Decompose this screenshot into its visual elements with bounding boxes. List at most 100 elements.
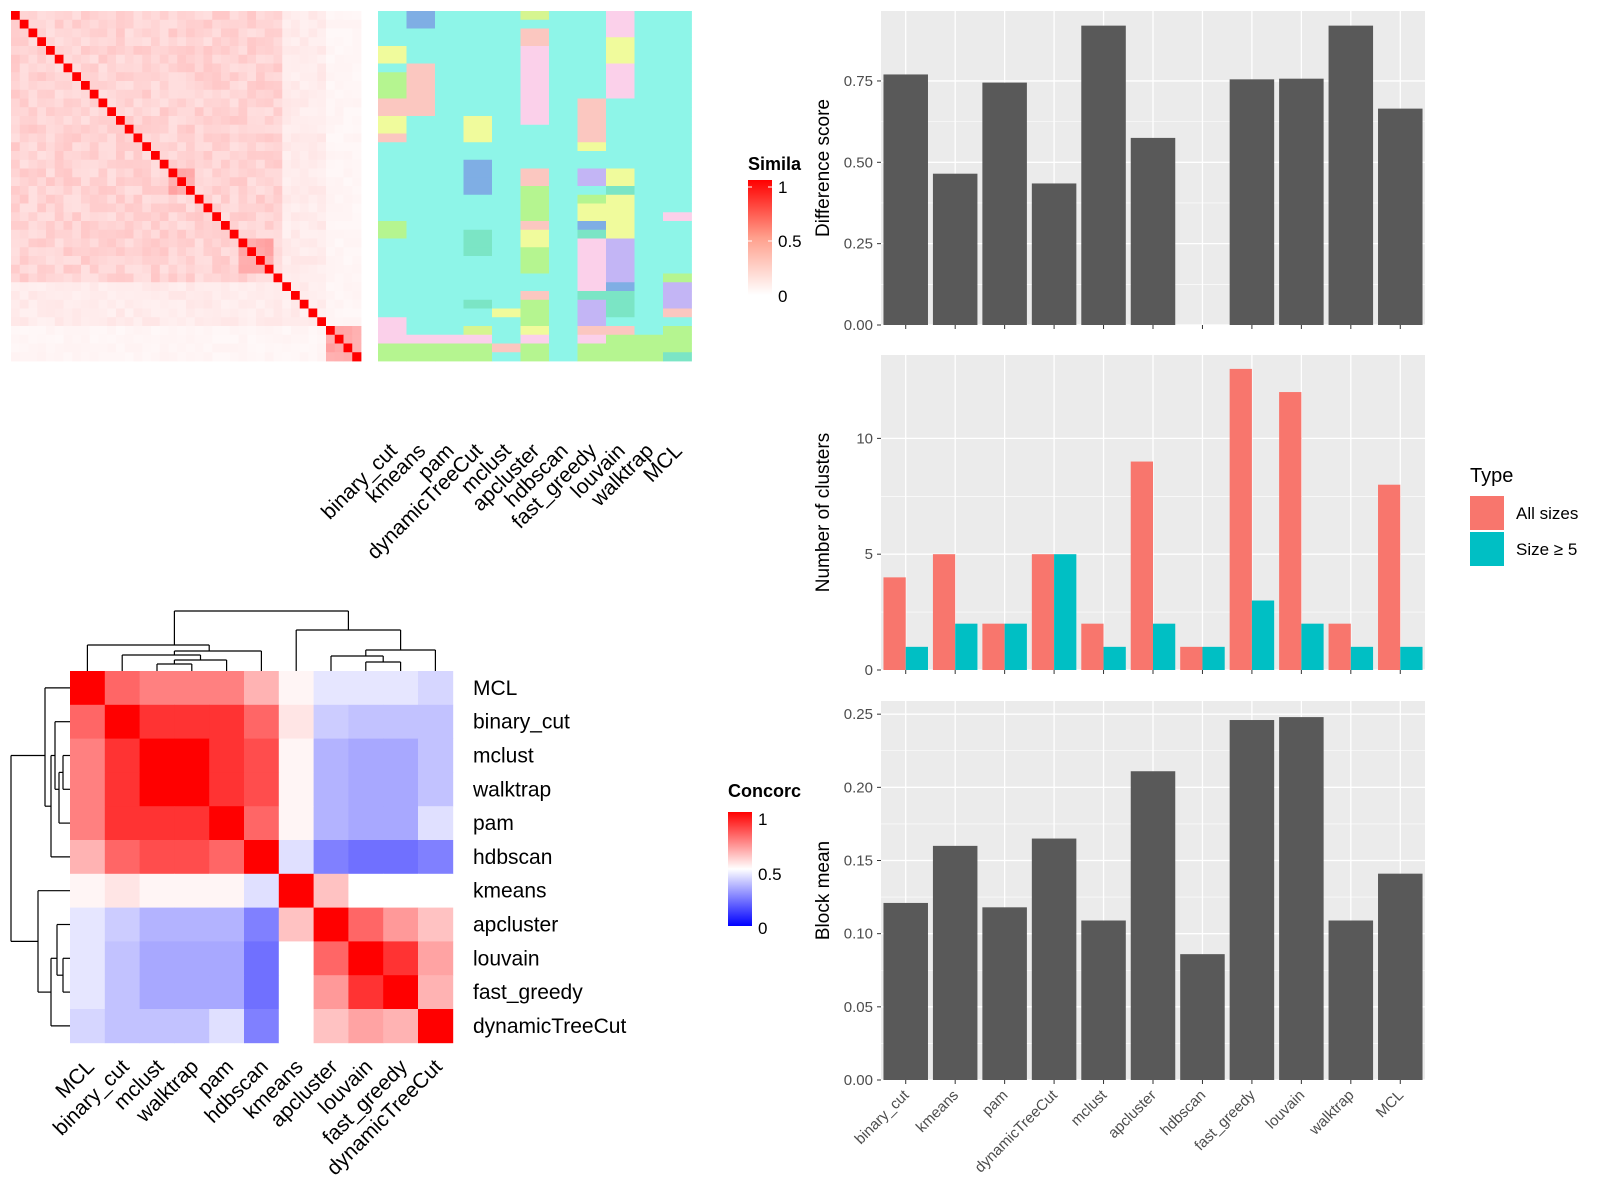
similarity-cell <box>81 264 91 274</box>
similarity-cell <box>142 107 152 117</box>
assignment-cell <box>663 256 692 266</box>
bar <box>1328 920 1374 1080</box>
similarity-cell <box>19 291 29 301</box>
similarity-cell <box>89 151 99 161</box>
similarity-cell <box>238 194 248 204</box>
similarity-cell <box>282 247 292 257</box>
similarity-cell <box>63 46 73 56</box>
similarity-cell <box>308 221 318 231</box>
similarity-cell <box>221 168 231 178</box>
similarity-cell <box>343 186 353 196</box>
assignment-cell <box>378 212 407 222</box>
similarity-cell <box>194 11 204 21</box>
similarity-cell <box>352 11 362 21</box>
concordance-row-label: walktrap <box>472 778 551 801</box>
similarity-cell <box>177 229 187 239</box>
assignment-cell <box>549 229 578 239</box>
similarity-cell <box>203 299 213 309</box>
similarity-cell <box>238 352 248 362</box>
similarity-cell <box>116 352 126 362</box>
bar <box>1202 646 1225 670</box>
similarity-cell <box>212 212 222 222</box>
similarity-cell <box>116 308 126 318</box>
bar <box>932 173 978 325</box>
similarity-cell <box>19 116 29 126</box>
concordance-cell <box>313 1009 349 1044</box>
similarity-cell <box>299 89 309 99</box>
concordance-cell <box>139 671 175 706</box>
similarity-cell <box>326 194 336 204</box>
concordance-cell <box>209 840 245 875</box>
similarity-cell <box>326 264 336 274</box>
assignment-cell <box>492 63 521 73</box>
similarity-cell <box>334 124 344 134</box>
similarity-cell <box>256 46 266 56</box>
similarity-cell <box>203 19 213 29</box>
bar <box>1378 484 1401 670</box>
similarity-cell <box>186 256 196 266</box>
similarity-cell <box>159 159 169 169</box>
similarity-cell <box>133 98 143 108</box>
similarity-cell <box>203 308 213 318</box>
similarity-cell <box>282 89 292 99</box>
assignment-cell <box>435 81 464 91</box>
similarity-cell <box>159 168 169 178</box>
assignment-cell <box>634 107 664 117</box>
similarity-cell <box>46 116 56 126</box>
similarity-cell <box>151 11 161 21</box>
assignment-cell <box>606 81 635 91</box>
concordance-cell <box>418 671 454 706</box>
assignment-cell <box>492 72 521 82</box>
assignment-cell <box>634 194 664 204</box>
similarity-cell <box>151 317 161 327</box>
similarity-cell <box>238 37 248 47</box>
similarity-cell <box>273 238 283 248</box>
similarity-cell <box>19 273 29 283</box>
concordance-cell <box>348 975 384 1010</box>
similarity-cell <box>46 133 56 143</box>
similarity-cell <box>63 142 73 152</box>
similarity-cell <box>89 352 99 362</box>
bar <box>1279 717 1324 1080</box>
similarity-cell <box>273 168 283 178</box>
similarity-cell <box>37 317 47 327</box>
assignment-cell <box>463 19 493 29</box>
similarity-cell <box>133 194 143 204</box>
concordance-cell <box>348 840 384 875</box>
similarity-cell <box>299 19 309 29</box>
similarity-cell <box>98 37 108 47</box>
similarity-cell <box>19 194 29 204</box>
assignment-cell <box>606 212 635 222</box>
assignment-cell <box>378 81 407 91</box>
similarity-cell <box>63 98 73 108</box>
concordance-cell <box>278 840 314 875</box>
similarity-cell <box>133 142 143 152</box>
bar <box>1229 720 1275 1080</box>
similarity-cell <box>142 308 152 318</box>
similarity-cell <box>11 89 21 99</box>
similarity-cell <box>98 98 108 108</box>
assignment-cell <box>520 247 550 257</box>
similarity-cell <box>186 291 196 301</box>
similarity-cell <box>107 273 117 283</box>
assignment-cell <box>634 299 664 309</box>
assignment-cell <box>463 89 493 99</box>
similarity-cell <box>334 282 344 292</box>
similarity-cell <box>54 203 64 213</box>
similarity-cell <box>203 221 213 231</box>
similarity-cell <box>282 308 292 318</box>
similarity-cell <box>116 11 126 21</box>
concordance-cell <box>278 1009 314 1044</box>
similarity-cell <box>291 221 301 231</box>
assignment-cell <box>378 291 407 301</box>
similarity-cell <box>186 177 196 187</box>
concordance-cell <box>104 873 140 908</box>
concordance-row-label: hdbscan <box>473 846 552 869</box>
similarity-cell <box>186 352 196 362</box>
similarity-cell <box>264 334 274 344</box>
similarity-cell <box>317 212 327 222</box>
similarity-cell <box>229 212 239 222</box>
similarity-cell <box>221 212 231 222</box>
similarity-cell <box>352 343 362 353</box>
similarity-cell <box>124 81 134 91</box>
